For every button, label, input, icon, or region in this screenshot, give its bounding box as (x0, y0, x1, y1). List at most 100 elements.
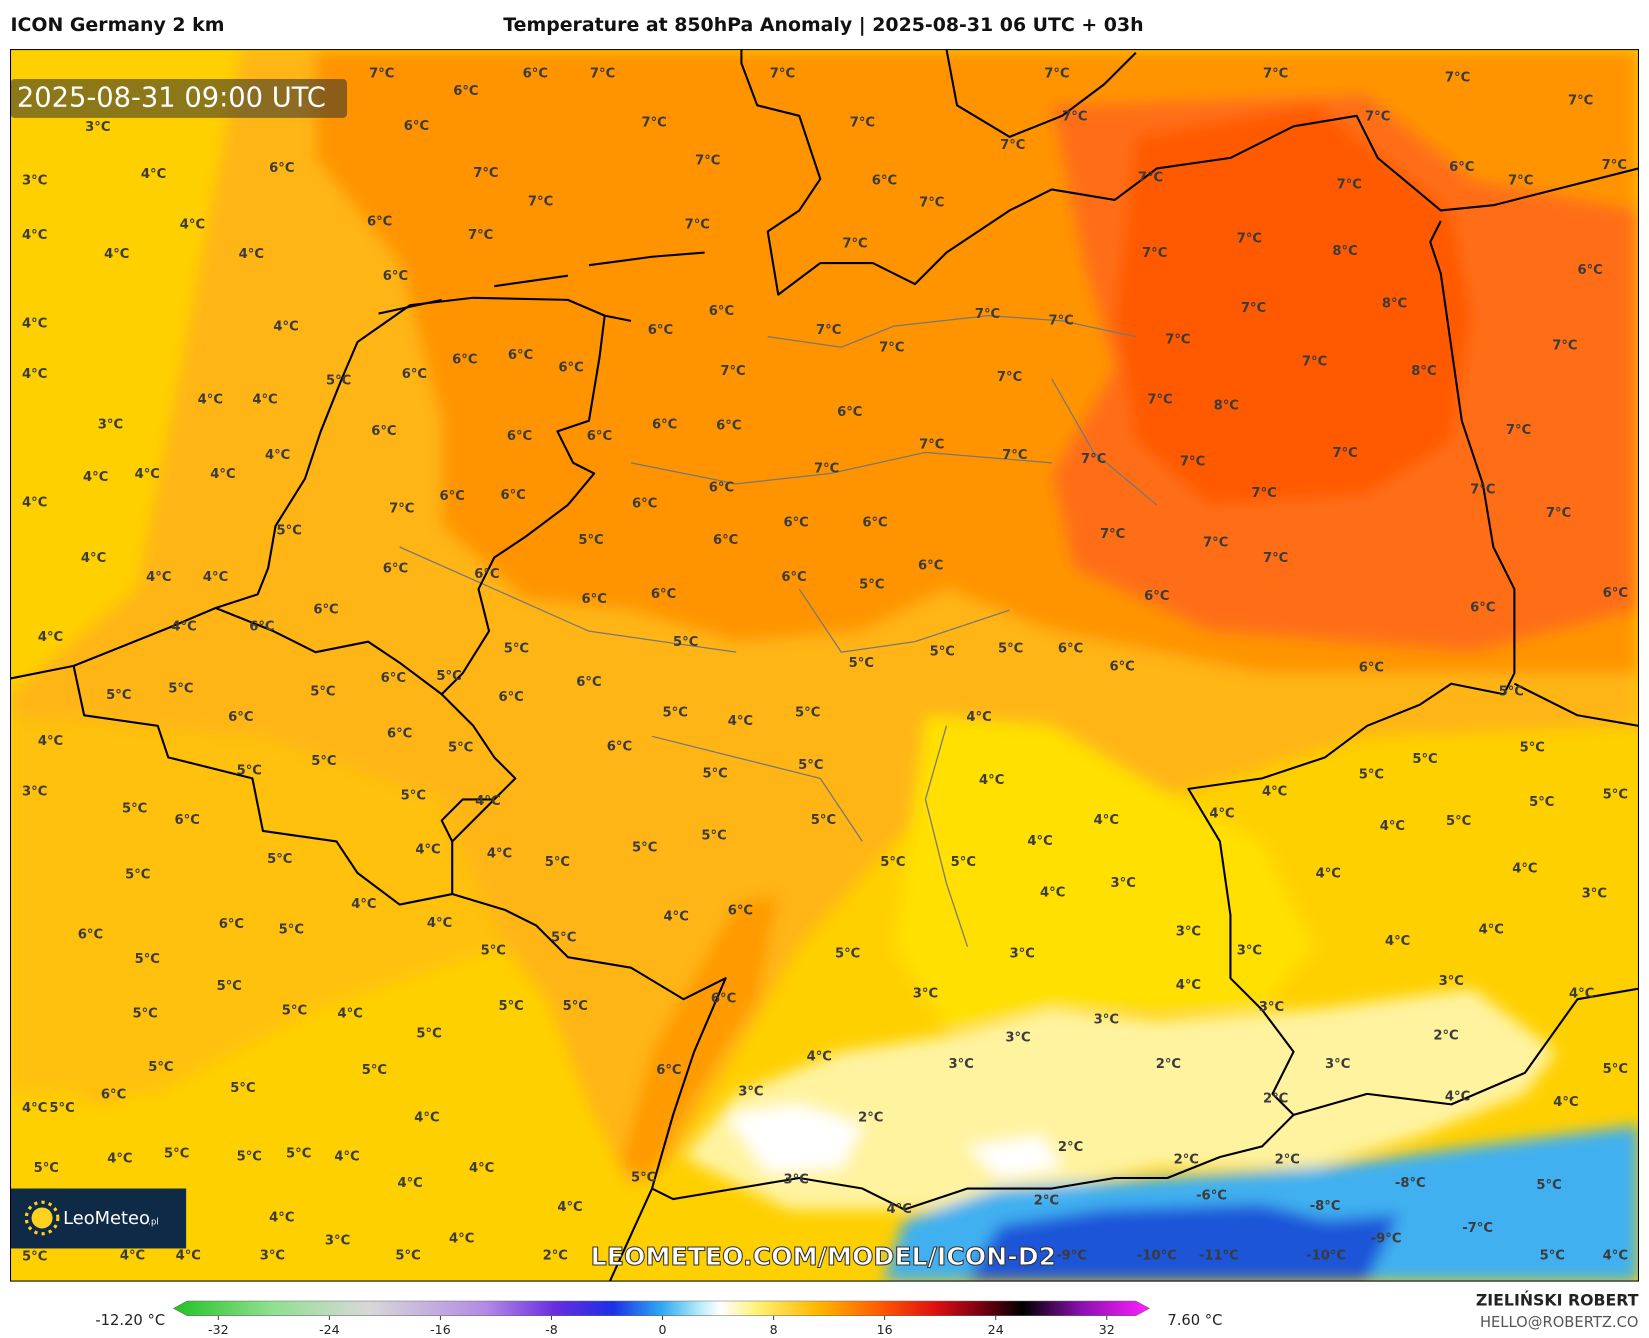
temperature-label: 7°C (1138, 170, 1163, 185)
temperature-label: 7°C (919, 196, 944, 211)
temperature-label: 7°C (1142, 246, 1167, 261)
temperature-label: 3°C (1010, 946, 1035, 961)
author: ZIELIŃSKI ROBERT (1476, 1291, 1639, 1310)
temperature-label: 5°C (311, 754, 336, 769)
email: HELLO@ROBERTZ.CO (1480, 1314, 1639, 1331)
temperature-label: 4°C (22, 367, 47, 382)
temperature-label: 6°C (453, 84, 478, 99)
temperature-label: 4°C (135, 467, 160, 482)
temperature-label: 4°C (415, 842, 440, 857)
temperature-label: 5°C (880, 855, 905, 870)
temperature-label: -9°C (1056, 1248, 1087, 1263)
temperature-label: 6°C (656, 1063, 681, 1078)
temperature-label: 4°C (198, 392, 223, 407)
temperature-label: -10°C (1306, 1248, 1346, 1263)
temperature-label: 4°C (210, 467, 235, 482)
temperature-label: 6°C (1603, 586, 1628, 601)
temperature-label: 5°C (217, 979, 242, 994)
temperature-label: 4°C (107, 1152, 132, 1167)
temperature-label: 4°C (22, 1101, 47, 1116)
temperature-label: 5°C (277, 524, 302, 539)
temperature-label: 4°C (427, 916, 452, 931)
temperature-label: 2°C (1034, 1194, 1059, 1209)
temperature-label: 4°C (83, 470, 108, 485)
temperature-label: 4°C (171, 619, 196, 634)
temperature-label: 6°C (523, 66, 548, 81)
temperature-label: 7°C (1165, 332, 1190, 347)
temperature-label: 5°C (135, 952, 160, 967)
temperature-label: -8°C (1395, 1176, 1426, 1191)
temperature-label: 4°C (141, 167, 166, 182)
temperature-label: 5°C (632, 840, 657, 855)
temperature-label: 4°C (1027, 834, 1052, 849)
temperature-label: 3°C (1439, 974, 1464, 989)
temperature-label: 4°C (1569, 986, 1594, 1001)
temperature-label: 6°C (1144, 589, 1169, 604)
temperature-label: 6°C (783, 515, 808, 530)
temperature-label: 4°C (1380, 819, 1405, 834)
temperature-label: 7°C (1445, 70, 1470, 85)
temperature-label: 5°C (835, 946, 860, 961)
temperature-label: 6°C (728, 903, 753, 918)
temperature-label: 5°C (122, 801, 147, 816)
temperature-label: 5°C (1412, 752, 1437, 767)
temperature-label: 3°C (738, 1084, 763, 1099)
temperature-label: 5°C (22, 1249, 47, 1264)
temperature-label: 4°C (180, 218, 205, 233)
temperature-label: 2°C (1263, 1092, 1288, 1107)
temperature-label: 7°C (468, 228, 493, 243)
logo-rays (24, 1200, 60, 1236)
temperature-label: 6°C (452, 352, 477, 367)
temperature-label: 6°C (651, 587, 676, 602)
temperature-label: 6°C (837, 405, 862, 420)
temperature-label: 4°C (120, 1248, 145, 1263)
temperature-label: 4°C (1445, 1090, 1470, 1105)
temperature-label: 4°C (1176, 978, 1201, 993)
temperature-label: 5°C (267, 852, 292, 867)
temperature-label: 7°C (997, 370, 1022, 385)
temperature-label: 4°C (1479, 922, 1504, 937)
temperature-label: 7°C (369, 66, 394, 81)
temperature-label: 7°C (1263, 551, 1288, 566)
temperature-label: 5°C (401, 789, 426, 804)
temperature-label: 4°C (728, 714, 753, 729)
temperature-label: 6°C (78, 928, 103, 943)
temperature-label: 2°C (858, 1111, 883, 1126)
temperature-label: 4°C (664, 910, 689, 925)
colorbar-tick-label: 8 (770, 1322, 778, 1337)
temperature-label: 2°C (1058, 1140, 1083, 1155)
timestamp: 2025-08-31 09:00 UTC (17, 83, 326, 114)
temperature-label: 5°C (164, 1146, 189, 1161)
temperature-label: -11°C (1199, 1248, 1239, 1263)
temperature-label: 5°C (286, 1146, 311, 1161)
temperature-label: 4°C (397, 1176, 422, 1191)
temperature-label: 3°C (1582, 887, 1607, 902)
temperature-label: 7°C (1552, 339, 1577, 354)
map: 7°C 7°C 7°C 7°C 7°C 7°C 7°C 6°C 6°C 6°C 6°C 4°C 4°C 4… (10, 49, 1639, 1282)
temperature-label: 2°C (1433, 1029, 1458, 1044)
temperature-label: 4°C (81, 551, 106, 566)
temperature-label: 4°C (334, 1149, 359, 1164)
temperature-label: 6°C (175, 813, 200, 828)
map-title: Temperature at 850hPa Anomaly | 2025-08-… (503, 14, 1143, 36)
temperature-label: 5°C (49, 1101, 74, 1116)
temperature-label: 5°C (545, 855, 570, 870)
temperature-label: 4°C (239, 247, 264, 262)
temperature-label: 4°C (1040, 886, 1065, 901)
temperature-label: 2°C (543, 1248, 568, 1263)
temperature-label: 5°C (504, 642, 529, 657)
colorbar-tick-label: 24 (988, 1322, 1004, 1337)
temperature-label: 5°C (106, 688, 131, 703)
temperature-label: 4°C (1262, 785, 1287, 800)
temperature-label: 8°C (1214, 399, 1239, 414)
temperature-label: 4°C (265, 448, 290, 463)
temperature-label: 3°C (98, 418, 123, 433)
temperature-label: 4°C (38, 734, 63, 749)
temperature-label: 7°C (1048, 313, 1073, 328)
temperature-label: 6°C (1470, 601, 1495, 616)
temperature-label: 5°C (998, 642, 1023, 657)
temperature-label: 4°C (1385, 934, 1410, 949)
temperature-label: 7°C (1237, 231, 1262, 246)
temperature-label: 7°C (1062, 109, 1087, 124)
